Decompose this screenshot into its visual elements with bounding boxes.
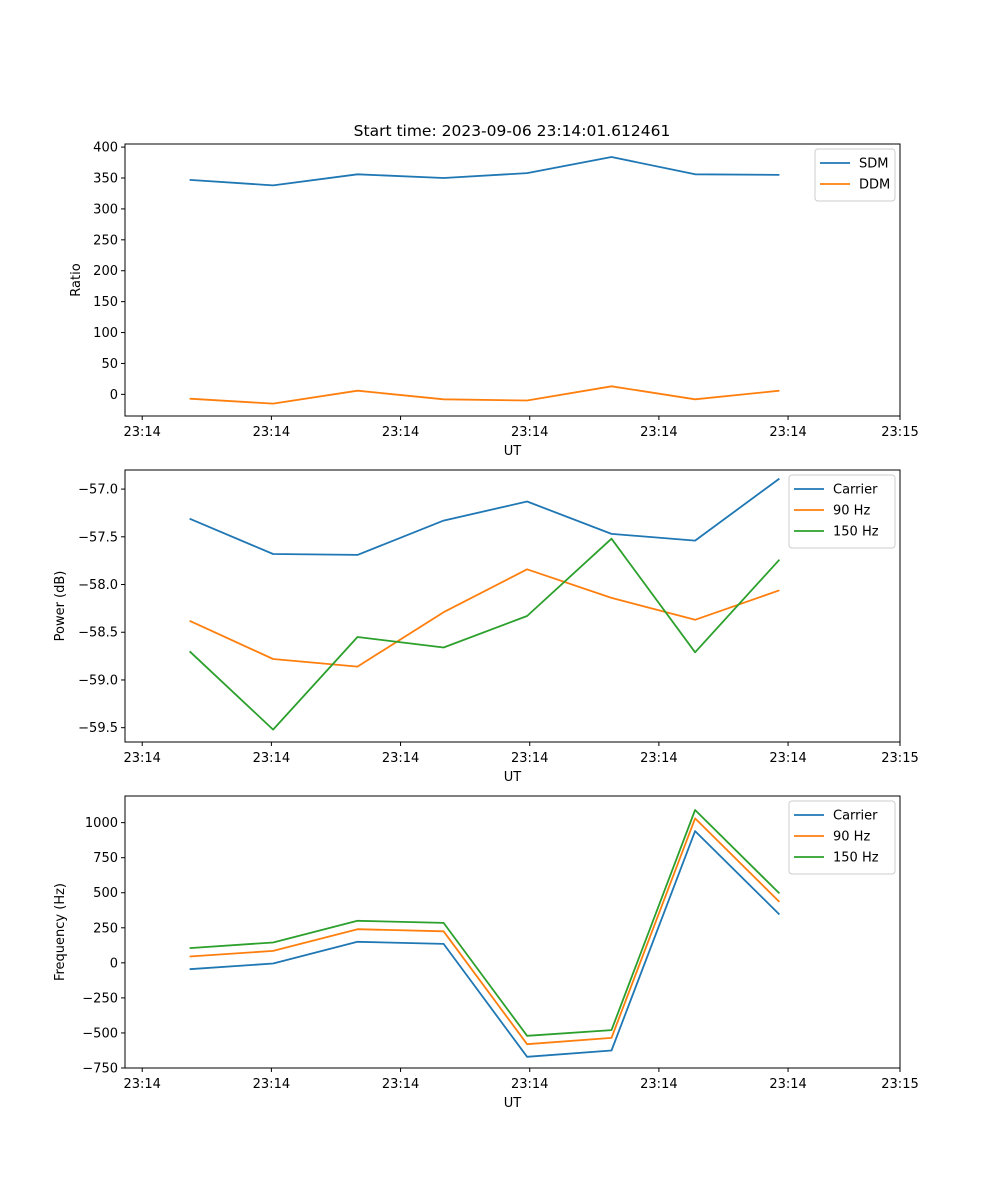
series-line-90-hz	[189, 817, 781, 1046]
series-line-sdm	[189, 156, 780, 187]
x-tick-label: 23:14	[123, 751, 160, 766]
legend-label: SDM	[859, 157, 888, 172]
chart-panel-2: 23:14 23:14 23:14 23:14 23:14 23:14 23:15 −59.5…	[53, 469, 919, 785]
legend: SDM DDM	[814, 148, 896, 202]
x-axis-label: UT	[504, 1096, 522, 1111]
legend-box	[788, 800, 896, 875]
x-tick-label: 23:14	[382, 751, 419, 766]
y-tick-label: 0	[110, 388, 118, 403]
chart-panel-1: 23:14 23:14 23:14 23:14 23:14 23:14 23:15 0 50 10…	[69, 141, 919, 459]
y-tick-label: 750	[93, 851, 118, 866]
x-tick-label: 23:14	[511, 425, 548, 440]
y-tick-label: 50	[101, 357, 118, 372]
legend: Carrier 90 Hz 150 Hz	[788, 800, 896, 875]
plots: 23:14 23:14 23:14 23:14 23:14 23:14 23:15 0 50 10…	[53, 141, 919, 1111]
x-tick-label: 23:14	[123, 1077, 160, 1092]
x-axis-label: UT	[504, 770, 522, 785]
y-tick-label: 0	[110, 956, 118, 971]
y-axis-label: Frequency (Hz)	[53, 883, 68, 981]
series-line-90-hz	[189, 568, 780, 668]
legend-label: 90 Hz	[833, 830, 870, 845]
series-line-150-hz	[189, 809, 781, 1037]
y-tick-label: −58.5	[78, 626, 118, 641]
plot-frame	[124, 795, 901, 1069]
x-tick-label: 23:14	[123, 425, 160, 440]
y-tick-label: −57.5	[78, 530, 118, 545]
legend-box	[788, 474, 896, 549]
x-tick-label: 23:14	[382, 1077, 419, 1092]
y-tick-label: −750	[82, 1062, 118, 1077]
figure-title: Start time: 2023-09-06 23:14:01.612461	[354, 122, 671, 140]
legend-label: 150 Hz	[833, 851, 879, 866]
x-tick-label: 23:15	[881, 1077, 918, 1092]
y-tick-label: −59.5	[78, 721, 118, 736]
legend-label: 150 Hz	[833, 525, 879, 540]
y-tick-label: 150	[93, 295, 118, 310]
y-tick-label: 500	[93, 886, 118, 901]
x-tick-label: 23:15	[881, 751, 918, 766]
x-tick-label: 23:14	[253, 751, 290, 766]
plot-frame	[124, 469, 901, 743]
x-tick-label: 23:14	[769, 1077, 806, 1092]
y-axis-label: Ratio	[69, 263, 84, 296]
y-tick-label: 250	[93, 233, 118, 248]
y-tick-label: 300	[93, 202, 118, 217]
series-line-carrier	[189, 830, 781, 1058]
legend-label: 90 Hz	[833, 504, 870, 519]
x-tick-label: 23:14	[640, 425, 677, 440]
y-tick-label: −57.0	[78, 483, 118, 498]
series-line-150-hz	[188, 537, 781, 731]
y-axis-label: Power (dB)	[53, 571, 68, 642]
x-axis-label: UT	[504, 444, 522, 459]
x-tick-label: 23:14	[769, 751, 806, 766]
y-tick-label: 400	[93, 141, 118, 156]
x-tick-label: 23:14	[382, 425, 419, 440]
x-tick-label: 23:14	[769, 425, 806, 440]
x-tick-label: 23:14	[511, 1077, 548, 1092]
series-line-ddm	[189, 385, 780, 405]
y-tick-label: 250	[93, 921, 118, 936]
y-tick-label: −58.0	[78, 578, 118, 593]
x-tick-label: 23:14	[511, 751, 548, 766]
x-tick-label: 23:14	[253, 1077, 290, 1092]
y-tick-label: 200	[93, 264, 118, 279]
y-tick-label: 350	[93, 172, 118, 187]
legend-label: Carrier	[833, 483, 878, 498]
legend: Carrier 90 Hz 150 Hz	[788, 474, 896, 549]
y-tick-label: 1000	[85, 816, 118, 831]
y-tick-label: −500	[82, 1026, 118, 1041]
legend-label: Carrier	[833, 809, 878, 824]
legend-box	[814, 148, 896, 202]
x-tick-label: 23:14	[253, 425, 290, 440]
x-tick-label: 23:15	[881, 425, 918, 440]
y-tick-label: 100	[93, 326, 118, 341]
plot-frame	[124, 143, 901, 417]
legend-label: DDM	[859, 178, 890, 193]
chart-panel-3: 23:14 23:14 23:14 23:14 23:14 23:14 23:15 −750 −…	[53, 795, 919, 1111]
y-tick-label: −250	[82, 991, 118, 1006]
series-line-carrier	[189, 477, 780, 556]
y-tick-label: −59.0	[78, 673, 118, 688]
x-tick-label: 23:14	[640, 751, 677, 766]
x-tick-label: 23:14	[640, 1077, 677, 1092]
